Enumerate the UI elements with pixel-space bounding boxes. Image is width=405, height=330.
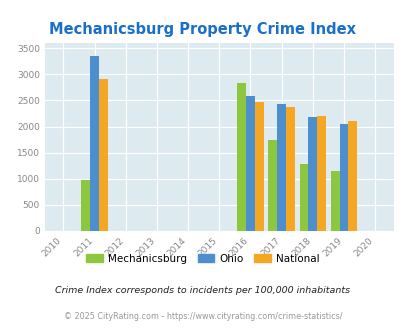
Bar [237,83,245,231]
Text: Mechanicsburg Property Crime Index: Mechanicsburg Property Crime Index [49,22,356,37]
Bar [245,96,254,231]
Legend: Mechanicsburg, Ohio, National: Mechanicsburg, Ohio, National [82,249,323,268]
Bar [277,104,285,231]
Text: © 2025 CityRating.com - https://www.cityrating.com/crime-statistics/: © 2025 CityRating.com - https://www.city… [64,312,341,321]
Bar [299,164,308,231]
Bar [316,116,325,231]
Bar [339,124,347,231]
Bar [90,56,99,231]
Bar [254,102,263,231]
Bar [308,117,316,231]
Bar [347,121,356,231]
Bar [330,171,339,231]
Bar [285,107,294,231]
Bar [268,140,277,231]
Text: Crime Index corresponds to incidents per 100,000 inhabitants: Crime Index corresponds to incidents per… [55,286,350,295]
Bar [99,80,107,231]
Bar [81,180,90,231]
